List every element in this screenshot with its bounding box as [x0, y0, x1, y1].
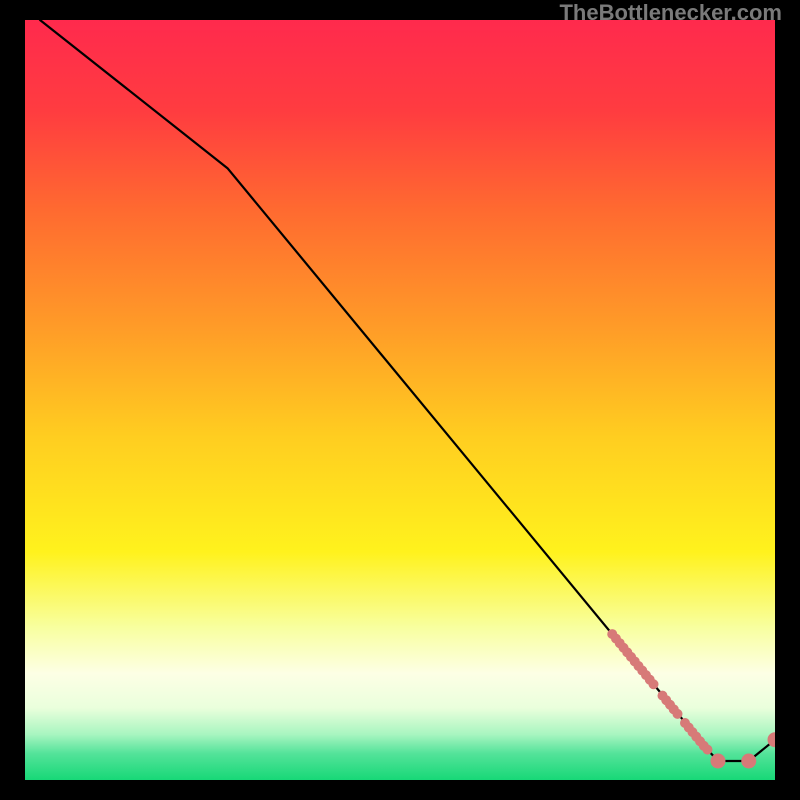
watermark-text: TheBottlenecker.com: [559, 0, 782, 26]
data-marker: [703, 745, 712, 754]
data-marker: [742, 754, 756, 768]
data-marker: [711, 754, 725, 768]
plot-area: [25, 20, 775, 780]
data-marker: [673, 709, 682, 718]
data-marker: [649, 680, 658, 689]
bottleneck-curve: [40, 20, 775, 761]
chart-overlay: [25, 20, 775, 780]
data-markers: [608, 630, 775, 768]
chart-stage: TheBottlenecker.com: [0, 0, 800, 800]
